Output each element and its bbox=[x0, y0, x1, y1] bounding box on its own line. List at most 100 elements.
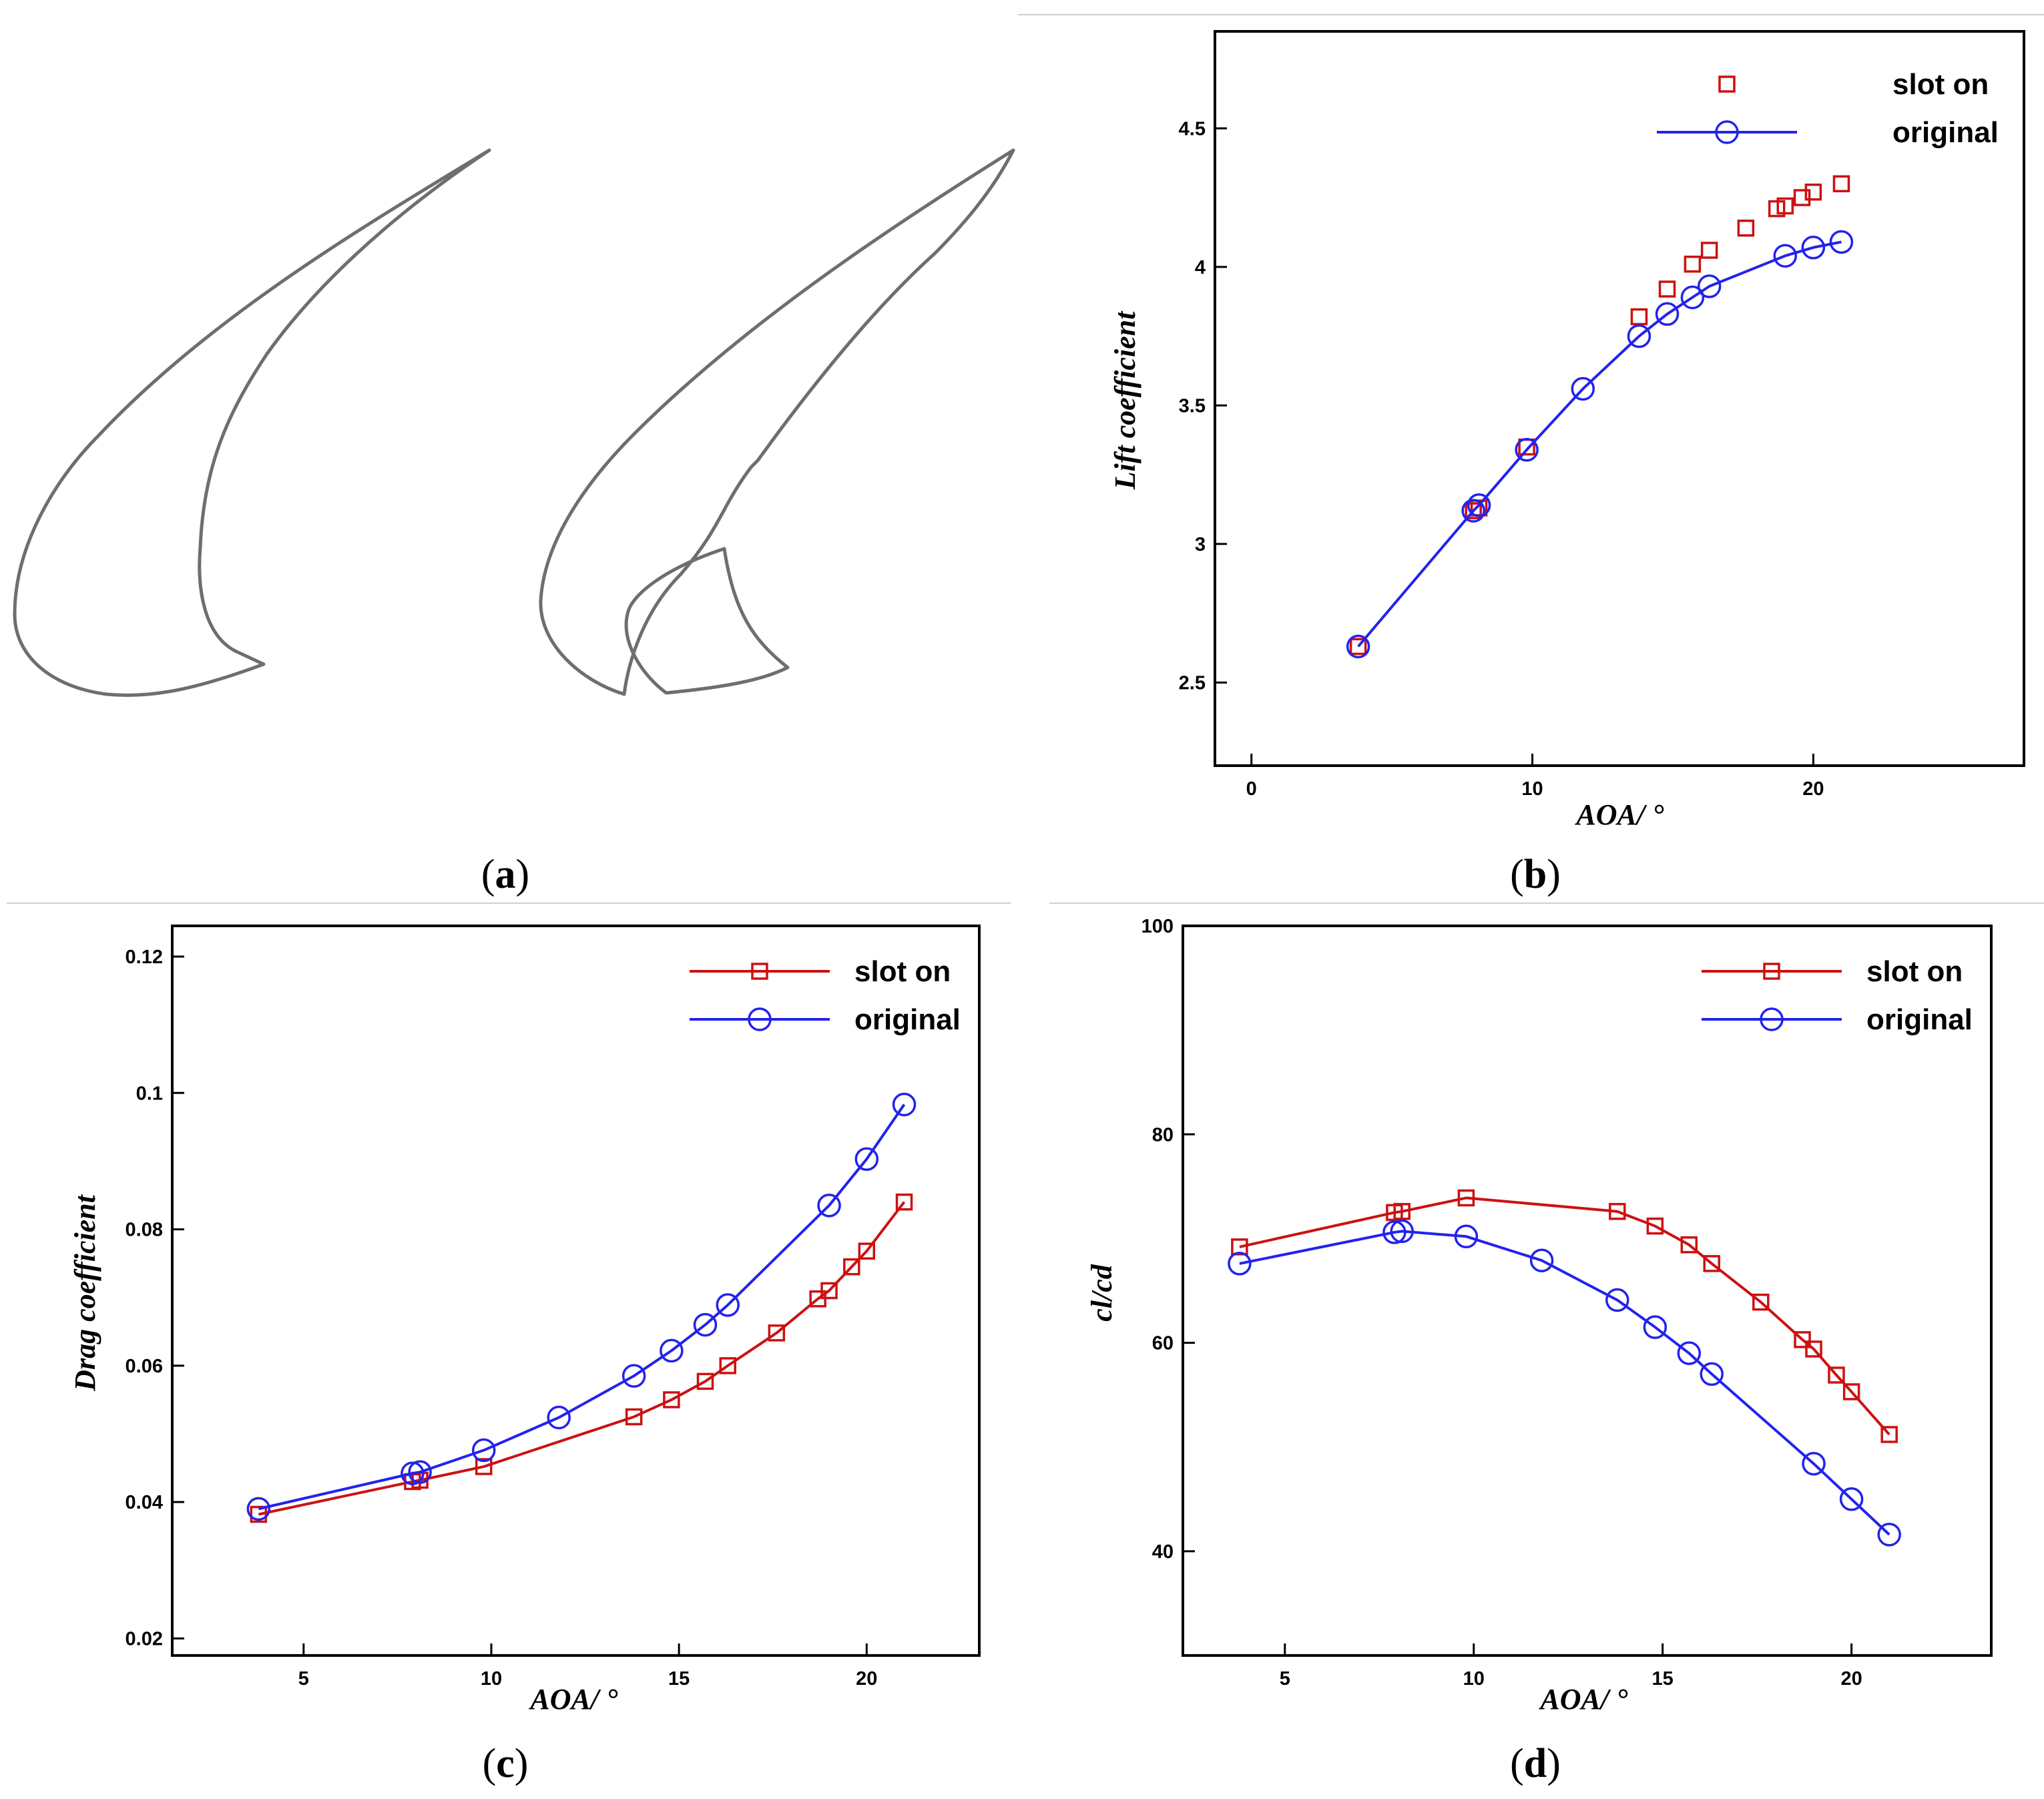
data-point-original bbox=[408, 1460, 432, 1484]
x-axis-label: AOA/ ° bbox=[1574, 798, 1664, 831]
x-tick-label: 10 bbox=[1463, 1668, 1485, 1690]
data-point-original bbox=[1390, 1219, 1414, 1244]
data-point-slot-on bbox=[1349, 637, 1367, 656]
data-point-slot-on bbox=[1609, 1203, 1626, 1220]
data-point-original bbox=[1643, 1315, 1668, 1339]
data-point-slot-on bbox=[895, 1193, 913, 1211]
data-point-slot-on bbox=[696, 1372, 714, 1390]
legend-label-slot-on: slot on bbox=[1892, 68, 1989, 101]
legend-label-original: original bbox=[1892, 116, 1999, 149]
y-tick-label: 80 bbox=[1152, 1124, 1174, 1145]
data-point-original bbox=[817, 1194, 841, 1218]
series-line-slot-on bbox=[1239, 1196, 1890, 1436]
legend-marker-slot-on bbox=[1718, 75, 1736, 93]
data-point-slot-on bbox=[719, 1357, 736, 1374]
data-point-slot-on bbox=[1832, 175, 1850, 193]
data-point-slot-on bbox=[1684, 255, 1702, 273]
data-point-original bbox=[1467, 493, 1491, 517]
data-point-slot-on bbox=[1703, 1255, 1720, 1272]
y-tick-label: 100 bbox=[1141, 916, 1174, 937]
y-tick-label: 0.04 bbox=[125, 1492, 163, 1513]
data-point-original bbox=[1697, 274, 1722, 298]
data-point-slot-on bbox=[1680, 1236, 1698, 1254]
y-tick-label: 0.06 bbox=[125, 1356, 163, 1377]
data-point-original bbox=[1655, 302, 1680, 326]
data-point-original bbox=[660, 1338, 684, 1363]
x-tick-label: 0 bbox=[1246, 778, 1257, 800]
x-tick-label: 20 bbox=[856, 1668, 877, 1690]
legend-label-original: original bbox=[1866, 1003, 1973, 1036]
data-point-original bbox=[1773, 244, 1798, 268]
x-tick-label: 15 bbox=[668, 1668, 690, 1690]
data-point-slot-on bbox=[475, 1458, 493, 1475]
data-point-original bbox=[1627, 324, 1651, 348]
x-tick-label: 15 bbox=[1652, 1668, 1674, 1690]
data-point-slot-on bbox=[1658, 280, 1676, 298]
data-point-original bbox=[1700, 1362, 1724, 1386]
data-point-slot-on bbox=[1752, 1293, 1770, 1311]
airfoil-slotted-flap-outline bbox=[624, 547, 790, 695]
data-point-original bbox=[1680, 285, 1705, 310]
y-tick-label: 4 bbox=[1195, 257, 1206, 278]
data-point-slot-on bbox=[1828, 1366, 1845, 1384]
data-point-slot-on bbox=[1700, 242, 1718, 259]
plot-frame bbox=[171, 925, 981, 1657]
series-line-original bbox=[1239, 1230, 1890, 1536]
data-point-original bbox=[246, 1497, 271, 1521]
data-point-slot-on bbox=[1393, 1203, 1411, 1220]
data-point-slot-on bbox=[1518, 438, 1535, 456]
data-point-original bbox=[547, 1405, 571, 1430]
x-tick-label: 10 bbox=[481, 1668, 502, 1690]
data-point-slot-on bbox=[820, 1282, 838, 1300]
data-point-slot-on bbox=[250, 1505, 268, 1523]
data-point-original bbox=[1839, 1487, 1864, 1511]
legend-marker-slot-on bbox=[1763, 963, 1780, 980]
data-point-original bbox=[1529, 1248, 1554, 1272]
airfoil-original-outline bbox=[13, 148, 491, 698]
series-line-original bbox=[1357, 240, 1842, 648]
data-point-slot-on bbox=[1793, 189, 1811, 206]
legend-marker-slot-on bbox=[751, 963, 768, 980]
plot-frame bbox=[1182, 925, 1993, 1657]
data-point-slot-on bbox=[1776, 197, 1794, 215]
data-point-original bbox=[1461, 499, 1485, 523]
x-axis-label: AOA/ ° bbox=[528, 1683, 618, 1716]
plot-frame bbox=[1214, 30, 2025, 767]
y-axis-label: Drag coefficient bbox=[69, 1194, 101, 1391]
x-tick-label: 20 bbox=[1840, 1668, 1862, 1690]
data-point-original bbox=[1571, 376, 1595, 401]
legend-label-slot-on: slot on bbox=[854, 955, 951, 988]
x-tick-label: 5 bbox=[298, 1668, 309, 1690]
airfoil-slotted-outer-outline bbox=[539, 148, 1015, 696]
data-point-slot-on bbox=[1646, 1217, 1664, 1235]
x-tick-label: 5 bbox=[1280, 1668, 1290, 1690]
data-point-original bbox=[693, 1312, 718, 1337]
panel-label-d: (d) bbox=[1510, 1741, 1561, 1786]
data-point-original bbox=[1801, 236, 1826, 260]
y-tick-label: 3 bbox=[1195, 534, 1206, 555]
y-tick-label: 0.08 bbox=[125, 1220, 163, 1241]
data-point-slot-on bbox=[1465, 502, 1482, 519]
data-point-slot-on bbox=[843, 1258, 860, 1276]
legend-marker-original bbox=[1715, 120, 1739, 144]
data-point-original bbox=[1515, 438, 1539, 462]
data-point-slot-on bbox=[768, 1324, 786, 1342]
panel-a-airfoil-sketch bbox=[13, 148, 1015, 698]
y-tick-label: 0.02 bbox=[125, 1628, 163, 1649]
data-point-original bbox=[471, 1438, 496, 1463]
data-point-slot-on bbox=[1231, 1238, 1248, 1256]
y-tick-label: 40 bbox=[1152, 1541, 1174, 1563]
data-point-slot-on bbox=[1842, 1383, 1860, 1400]
y-tick-label: 0.1 bbox=[136, 1083, 163, 1104]
y-tick-label: 4.5 bbox=[1179, 118, 1206, 140]
data-point-original bbox=[1346, 634, 1370, 659]
legend-label-original: original bbox=[854, 1003, 961, 1036]
y-tick-label: 2.5 bbox=[1179, 672, 1206, 694]
data-point-original bbox=[1454, 1224, 1479, 1249]
y-tick-label: 3.5 bbox=[1179, 395, 1206, 417]
x-tick-label: 20 bbox=[1802, 778, 1824, 800]
data-point-original bbox=[1802, 1451, 1826, 1476]
data-point-slot-on bbox=[1805, 1340, 1822, 1358]
data-point-original bbox=[1829, 230, 1854, 254]
